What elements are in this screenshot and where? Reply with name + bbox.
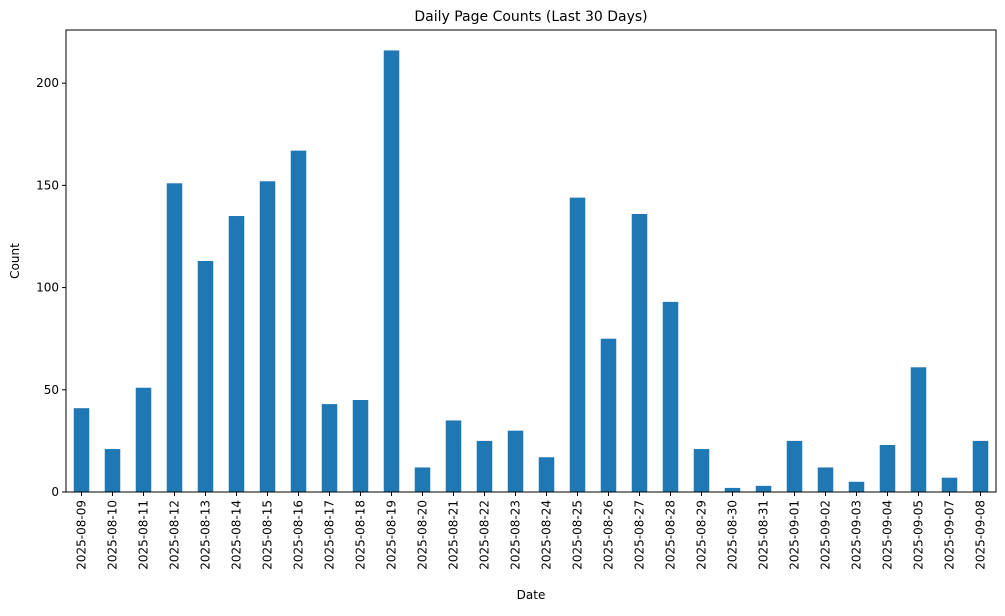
- bar: [414, 467, 431, 492]
- bar: [321, 404, 338, 492]
- x-tick-label: 2025-09-07: [943, 500, 957, 570]
- bar: [817, 467, 834, 492]
- x-tick-label: 2025-08-31: [757, 500, 771, 570]
- x-tick-label: 2025-09-02: [819, 500, 833, 570]
- x-tick-label: 2025-08-26: [602, 500, 616, 570]
- y-tick-label: 100: [36, 281, 59, 295]
- bar: [507, 430, 524, 492]
- bar: [662, 301, 679, 492]
- x-tick-label: 2025-08-17: [323, 500, 337, 570]
- bar: [941, 477, 958, 492]
- bars-group: [73, 50, 989, 493]
- x-tick-label: 2025-08-16: [292, 500, 306, 570]
- bar: [569, 197, 586, 493]
- x-tick-label: 2025-08-21: [447, 500, 461, 570]
- y-tick-label: 0: [51, 485, 59, 499]
- x-tick-label: 2025-08-29: [695, 500, 709, 570]
- bar: [724, 487, 741, 492]
- bar: [290, 150, 307, 492]
- bar: [755, 485, 772, 492]
- bar: [135, 387, 152, 492]
- bar: [910, 367, 927, 492]
- bar: [600, 338, 617, 492]
- bar: [352, 400, 369, 492]
- x-axis-label: Date: [517, 588, 546, 602]
- x-tick-label: 2025-09-08: [974, 500, 988, 570]
- x-tick-label: 2025-09-04: [881, 500, 895, 570]
- x-tick-label: 2025-08-19: [385, 500, 399, 570]
- x-tick-label: 2025-08-24: [540, 500, 554, 570]
- x-tick-label: 2025-08-10: [106, 500, 120, 570]
- x-tick-label: 2025-08-25: [571, 500, 585, 570]
- bar: [228, 216, 245, 492]
- bar: [538, 457, 555, 492]
- bar: [73, 408, 90, 492]
- bar: [693, 449, 710, 492]
- bar: [383, 50, 400, 493]
- y-axis-label: Count: [8, 243, 22, 279]
- chart-title: Daily Page Counts (Last 30 Days): [414, 9, 647, 25]
- bar: [972, 440, 989, 492]
- bar: [259, 181, 276, 492]
- x-tick-label: 2025-08-20: [416, 500, 430, 570]
- bar: [476, 440, 493, 492]
- bar: [197, 261, 214, 492]
- x-tick-label: 2025-09-01: [788, 500, 802, 570]
- x-tick-label: 2025-08-22: [478, 500, 492, 570]
- bar: [786, 440, 803, 492]
- x-tick-label: 2025-08-11: [137, 500, 151, 570]
- x-tick-label: 2025-08-27: [633, 500, 647, 570]
- x-tick-label: 2025-08-13: [199, 500, 213, 570]
- x-tick-label: 2025-08-30: [726, 500, 740, 570]
- y-axis: 0 50 100 150 200: [36, 76, 66, 499]
- bar: [631, 213, 648, 492]
- bar: [104, 449, 121, 492]
- x-tick-label: 2025-08-09: [75, 500, 89, 570]
- x-tick-label: 2025-08-12: [168, 500, 182, 570]
- x-tick-label: 2025-08-18: [354, 500, 368, 570]
- bar: [445, 420, 462, 492]
- x-tick-label: 2025-08-14: [230, 500, 244, 570]
- x-tick-label: 2025-09-05: [912, 500, 926, 570]
- plot-frame: [65, 29, 997, 493]
- x-tick-label: 2025-08-15: [261, 500, 275, 570]
- x-tick-label: 2025-08-23: [509, 500, 523, 570]
- bar: [879, 444, 896, 492]
- x-axis: 2025-08-09 2025-08-10 2025-08-11 2025-08-12…: [75, 492, 988, 570]
- bar: [848, 481, 865, 492]
- bar: [166, 183, 183, 492]
- y-tick-label: 50: [44, 383, 59, 397]
- x-tick-label: 2025-09-03: [850, 500, 864, 570]
- x-tick-label: 2025-08-28: [664, 500, 678, 570]
- y-tick-label: 200: [36, 76, 59, 90]
- y-tick-label: 150: [36, 178, 59, 192]
